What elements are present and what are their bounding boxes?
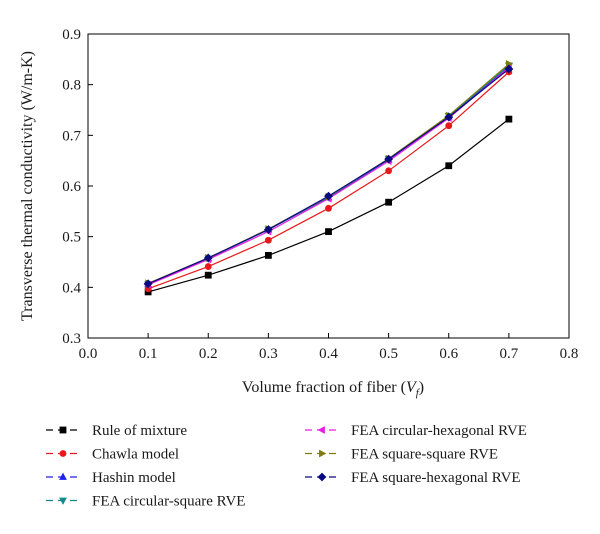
legend-marker	[317, 426, 325, 434]
legend-marker	[59, 450, 67, 457]
data-point	[203, 253, 213, 263]
legend-item: FEA square-hexagonal RVE	[305, 470, 521, 486]
legend-item: FEA circular-hexagonal RVE	[305, 423, 527, 439]
legend-item: Chawla model	[46, 447, 179, 463]
data-point	[204, 271, 212, 279]
series-7	[143, 64, 514, 289]
series-line	[147, 71, 510, 290]
legend-item: Hashin model	[46, 470, 176, 486]
series-line	[147, 66, 510, 285]
data-point	[385, 167, 393, 175]
legend-label: FEA circular-square RVE	[92, 494, 245, 510]
y-tick-label: 0.8	[62, 78, 81, 94]
data-point	[143, 279, 153, 289]
x-tick-label: 0.4	[319, 346, 338, 362]
series-6	[145, 59, 514, 288]
series-line	[147, 68, 510, 285]
legend-item: Rule of mixture	[46, 423, 187, 439]
series-2	[144, 68, 513, 293]
x-tick-label: 0.7	[500, 346, 519, 362]
legend-label: Hashin model	[92, 470, 176, 486]
x-tick-label: 0.1	[139, 346, 158, 362]
legend-marker	[59, 426, 67, 434]
series-line	[147, 64, 510, 285]
legend-label: FEA square-hexagonal RVE	[351, 470, 521, 486]
series-1	[144, 115, 513, 296]
data-point	[325, 228, 332, 235]
legend: Rule of mixture Chawla model Hashin model F…	[46, 423, 527, 510]
x-tick-label: 0.2	[199, 346, 218, 362]
legend-item: FEA square-square RVE	[305, 447, 498, 463]
x-tick-label: 0.3	[259, 346, 278, 362]
y-tick-label: 0.3	[62, 331, 81, 347]
data-point	[504, 64, 514, 74]
data-point	[445, 122, 453, 130]
data-point	[264, 236, 272, 244]
y-tick-label: 0.9	[62, 27, 81, 43]
legend-label: FEA square-square RVE	[351, 447, 498, 463]
legend-marker	[59, 472, 67, 480]
legend-marker	[59, 497, 67, 505]
y-tick-label: 0.5	[62, 230, 81, 246]
data-point	[445, 162, 453, 170]
data-point	[385, 198, 393, 206]
data-point	[384, 154, 394, 164]
x-axis-label: Volume fraction of fiber (Vf)	[242, 379, 424, 399]
data-point	[204, 263, 212, 270]
series-layer	[143, 59, 514, 296]
data-point	[444, 112, 454, 122]
legend-marker	[317, 472, 327, 482]
legend-label: Rule of mixture	[92, 423, 187, 439]
series-line	[147, 63, 510, 284]
y-tick-label: 0.7	[62, 128, 81, 144]
series-line	[147, 66, 510, 286]
x-tick-label: 0.0	[79, 346, 98, 362]
y-tick-label: 0.6	[62, 179, 81, 195]
legend-label: Chawla model	[92, 447, 179, 463]
series-5	[143, 63, 512, 289]
x-tick-label: 0.5	[379, 346, 398, 362]
x-tick-label: 0.6	[439, 346, 458, 362]
series-4	[144, 62, 513, 289]
y-axis-label: Transverse thermal conductivity (W/m-K)	[19, 51, 36, 321]
data-point	[324, 191, 333, 201]
y-tick-label: 0.4	[62, 280, 81, 296]
data-point	[263, 225, 273, 234]
data-point	[505, 115, 513, 123]
series-3	[144, 62, 513, 288]
x-tick-label: 0.8	[560, 346, 579, 362]
legend-marker	[319, 449, 327, 458]
data-point	[264, 252, 272, 259]
legend-item: FEA circular-square RVE	[46, 494, 245, 510]
plot-border	[87, 33, 570, 339]
legend-label: FEA circular-hexagonal RVE	[351, 423, 527, 439]
axis-ticks: 0.0 0.1 0.2 0.3 0.4 0.5 0.6 0.7 0.8 0.3 0.4 0.5 0.6 0…	[62, 27, 578, 362]
plot-frame	[87, 33, 570, 339]
data-point	[325, 204, 332, 212]
